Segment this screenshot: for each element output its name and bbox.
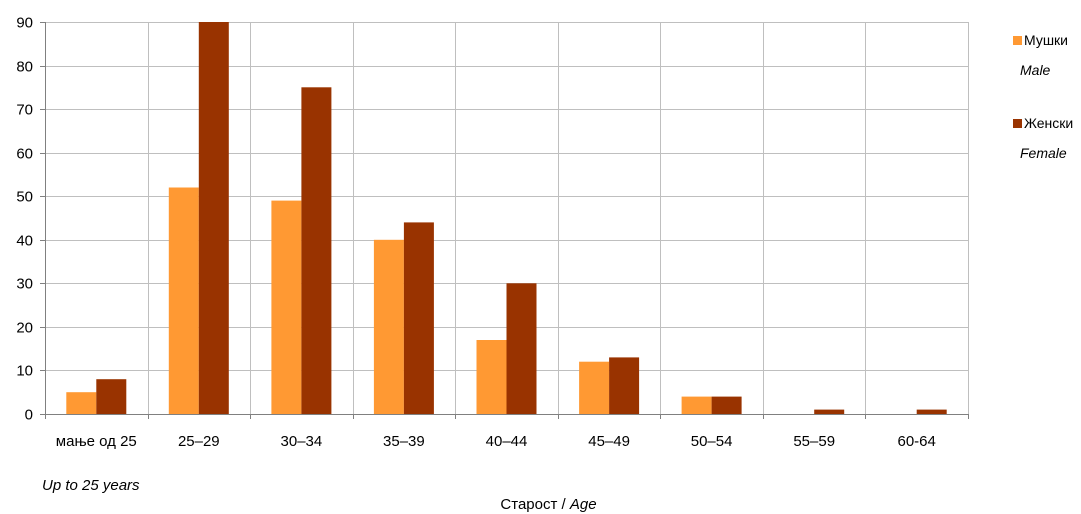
bar-female	[814, 409, 845, 414]
y-tick-label: 70	[16, 102, 33, 119]
bar-female	[609, 357, 640, 414]
y-tick-label: 30	[16, 276, 33, 293]
bars	[66, 22, 947, 415]
legend-entry-male: Мушки Male	[1013, 32, 1081, 82]
y-tick-label: 60	[16, 146, 33, 163]
bar-male	[476, 340, 507, 414]
y-tick-label: 20	[16, 320, 33, 337]
x-axis-title-en: Age	[569, 496, 597, 513]
y-tick-label: 90	[16, 15, 33, 32]
x-tick-label: 60-64	[898, 433, 936, 450]
bar-female	[198, 22, 229, 414]
legend-swatch-female	[1013, 119, 1022, 128]
y-tick-label: 80	[16, 59, 33, 76]
bar-male	[681, 396, 712, 414]
bar-female	[301, 87, 332, 415]
bar-female	[506, 283, 537, 414]
x-axis-title: Старост / Age	[500, 496, 597, 513]
legend-label-female-en: Female	[1020, 145, 1067, 161]
legend-label-female: Женски	[1024, 115, 1074, 131]
x-tick-label: 50–54	[691, 433, 733, 450]
category-note: Up to 25 years	[42, 477, 140, 494]
x-tick-label: 45–49	[588, 433, 630, 450]
legend-entry-female: Женски Female	[1013, 115, 1081, 165]
bar-female	[403, 222, 434, 414]
x-tick-label: 40–44	[486, 433, 528, 450]
bar-male	[66, 392, 97, 414]
bar-female	[711, 396, 742, 414]
legend-label-male-en: Male	[1020, 62, 1051, 78]
axes	[40, 22, 969, 419]
bar-male	[168, 187, 199, 414]
legend-label-male: Мушки	[1024, 32, 1068, 48]
tick-labels: 0 10 20 30 40 50 60 70 80 90 мање од 25 25–29 30–34 3…	[16, 15, 936, 451]
x-tick-label: 55–59	[793, 433, 835, 450]
x-tick-label: 30–34	[281, 433, 323, 450]
bar-male	[271, 200, 302, 414]
legend-swatch-male	[1013, 36, 1022, 45]
bar-female	[916, 409, 947, 414]
y-tick-label: 40	[16, 233, 33, 250]
y-tick-label: 50	[16, 189, 33, 206]
x-tick-label: 25–29	[178, 433, 220, 450]
bar-female	[96, 379, 127, 414]
x-axis-title-sr: Старост	[500, 496, 558, 513]
y-tick-label: 10	[16, 363, 33, 380]
bar-male	[579, 361, 610, 414]
x-tick-label: 35–39	[383, 433, 425, 450]
x-tick-label: мање од 25	[56, 433, 137, 450]
legend: Мушки Male Женски Female	[1013, 32, 1081, 165]
bar-male	[373, 239, 404, 414]
y-tick-label: 0	[25, 407, 33, 424]
